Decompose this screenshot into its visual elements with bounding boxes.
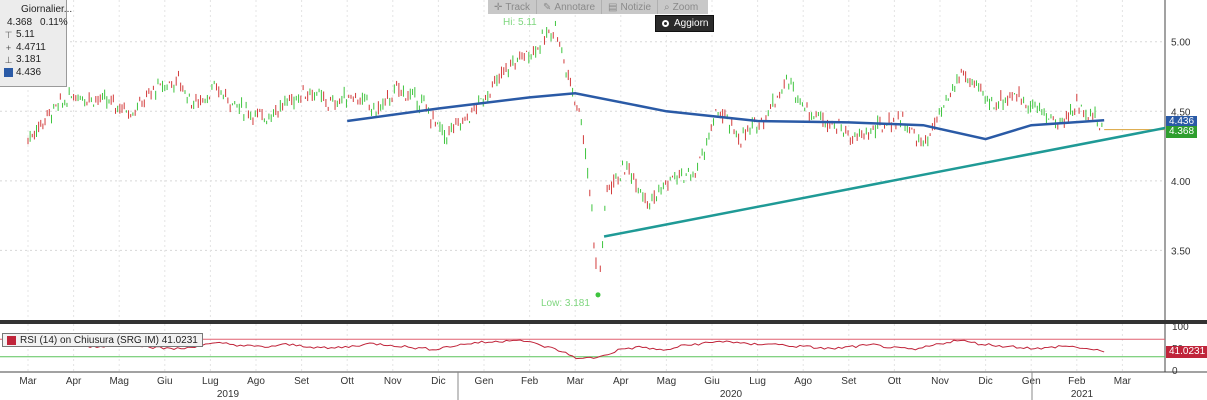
- month-label: Ott: [341, 376, 355, 387]
- legend-high-row: ⊤ 5.11: [0, 29, 66, 42]
- low-glyph-icon: ⊥: [4, 55, 13, 65]
- ma-layer: [347, 91, 1105, 141]
- annotate-button[interactable]: ✎ Annotare: [537, 0, 603, 14]
- year-label: 2019: [217, 389, 240, 400]
- legend-ma-row: 4.436: [0, 67, 66, 80]
- y-tick-label: 4.50: [1171, 107, 1191, 118]
- month-label: Giu: [704, 376, 720, 387]
- month-label: Set: [841, 376, 856, 387]
- high-glyph-icon: ⊤: [4, 30, 13, 40]
- month-label: Dic: [978, 376, 992, 387]
- price-legend[interactable]: Giornalier... 4.368 0.11% ⊤ 5.11 + 4.471…: [0, 0, 73, 87]
- month-label: Ago: [247, 376, 265, 387]
- pencil-icon: ✎: [543, 1, 552, 13]
- month-label: Set: [294, 376, 309, 387]
- month-label: Apr: [66, 376, 82, 387]
- legend-high: 5.11: [16, 29, 35, 40]
- price-panel-bg: [0, 0, 1165, 320]
- y-tick-label: 4.00: [1171, 177, 1191, 188]
- magnifier-icon: ⌕: [664, 1, 670, 13]
- month-label: Mar: [19, 376, 37, 387]
- month-label: Mar: [1114, 376, 1132, 387]
- chart-toolbar: ✛ Track ✎ Annotare ▤ Notizie ⌕ Zoom: [488, 0, 708, 14]
- year-label: 2021: [1071, 389, 1094, 400]
- zoom-button[interactable]: ⌕ Zoom: [664, 1, 699, 13]
- legend-title: Giornalier...: [21, 4, 73, 15]
- news-button[interactable]: ▤ Notizie: [602, 0, 659, 14]
- axis-layer: 5.004.504.003.50100500MarAprMagGiuLugAgo…: [19, 38, 1191, 400]
- month-label: Lug: [202, 376, 219, 387]
- ma-swatch: [4, 68, 13, 78]
- crosshair-icon: ✛: [494, 1, 503, 13]
- month-label: Feb: [1068, 376, 1086, 387]
- rsi-legend-label: RSI (14) on Chiusura (SRG IM) 41.0231: [20, 334, 198, 346]
- moving-average-line: [347, 91, 1105, 141]
- month-label: Ago: [794, 376, 812, 387]
- month-label: Apr: [613, 376, 629, 387]
- legend-change: 0.11%: [40, 16, 68, 28]
- low-annotation: Low: 3.181: [541, 298, 590, 309]
- news-icon: ▤: [608, 1, 618, 13]
- month-label: Nov: [931, 376, 949, 387]
- trend-layer: [603, 126, 1166, 238]
- rsi-tick-label: 0: [1172, 366, 1178, 377]
- legend-low: 3.181: [16, 54, 42, 65]
- rsi-line: [33, 339, 1105, 360]
- track-button[interactable]: ✛ Track: [488, 0, 538, 14]
- month-label: Mar: [567, 376, 585, 387]
- mid-glyph-icon: +: [5, 42, 12, 53]
- legend-ma: 4.436: [16, 66, 42, 78]
- legend-mid-row: + 4.4711: [0, 42, 66, 55]
- hi-annotation: Hi: 5.11: [503, 17, 537, 28]
- month-label: Dic: [431, 376, 445, 387]
- y-tick-label: 5.00: [1171, 38, 1191, 49]
- panel-separator: [0, 320, 1207, 324]
- month-label: Mag: [109, 376, 128, 387]
- legend-mid: 4.4711: [16, 41, 46, 53]
- y-tick-label: 3.50: [1171, 246, 1191, 257]
- legend-last: 4.368: [7, 16, 33, 28]
- axis-strip: [1165, 0, 1207, 400]
- rsi-tick-label: 100: [1172, 322, 1189, 333]
- month-label: Gen: [1022, 376, 1041, 387]
- update-label: Aggiorn: [674, 18, 709, 29]
- rsi-value-tag: 41.0231: [1166, 346, 1207, 358]
- update-button[interactable]: Aggiorn: [655, 15, 714, 32]
- month-label: Mag: [657, 376, 676, 387]
- month-label: Ott: [888, 376, 902, 387]
- ma-price-tag: 4.436: [1166, 116, 1198, 128]
- year-label: 2020: [720, 389, 743, 400]
- update-icon: [662, 20, 669, 27]
- month-label: Nov: [384, 376, 402, 387]
- last-price-tag: 4.368: [1166, 126, 1198, 138]
- month-label: Giu: [157, 376, 173, 387]
- rsi-swatch: [7, 335, 16, 345]
- trendline[interactable]: [603, 126, 1166, 238]
- month-label: Feb: [521, 376, 539, 387]
- grid-layer: [0, 0, 1165, 372]
- low-marker: [595, 292, 601, 298]
- legend-low-row: ⊥ 3.181: [0, 54, 66, 67]
- rsi-legend[interactable]: RSI (14) on Chiusura (SRG IM) 41.0231: [2, 333, 203, 347]
- month-label: Gen: [475, 376, 494, 387]
- price-layer: [27, 20, 1165, 298]
- month-label: Lug: [749, 376, 766, 387]
- legend-last-row: 4.368 0.11%: [0, 16, 68, 30]
